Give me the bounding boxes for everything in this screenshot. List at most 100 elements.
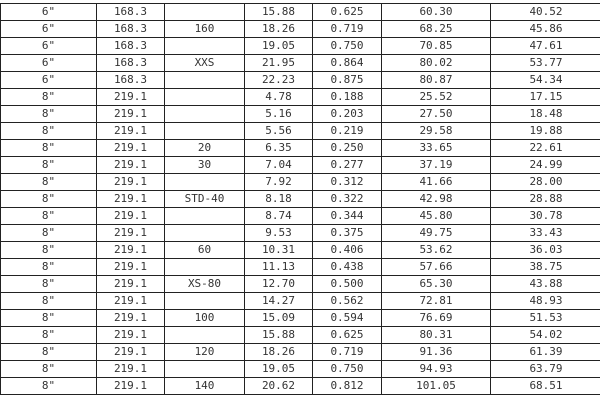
table-row: 6" 168.3 160 18.26 0.719 68.25 45.86 bbox=[0, 20, 600, 38]
table-row: 8" 219.1 8.74 0.344 45.80 30.78 bbox=[0, 207, 600, 225]
cell-schedule: 100 bbox=[164, 309, 245, 327]
cell-wall-thickness-mm: 22.23 bbox=[244, 71, 313, 89]
cell-wall-thickness-in: 0.344 bbox=[312, 207, 382, 225]
cell-weight-kg-per-m: 70.85 bbox=[381, 37, 491, 55]
cell-weight-kg-per-m: 41.66 bbox=[381, 173, 491, 191]
cell-wall-thickness-mm: 8.74 bbox=[244, 207, 313, 225]
cell-wall-thickness-in: 0.562 bbox=[312, 292, 382, 310]
cell-weight-lb-per-ft: 51.53 bbox=[490, 309, 600, 327]
cell-wall-thickness-in: 0.375 bbox=[312, 224, 382, 242]
cell-outside-diameter-mm: 168.3 bbox=[96, 3, 165, 21]
cell-schedule: 140 bbox=[164, 377, 245, 395]
cell-schedule: 120 bbox=[164, 343, 245, 361]
cell-nominal-size: 8" bbox=[0, 258, 97, 276]
cell-weight-kg-per-m: 72.81 bbox=[381, 292, 491, 310]
cell-nominal-size: 8" bbox=[0, 275, 97, 293]
cell-schedule: XS-80 bbox=[164, 275, 245, 293]
table-row: 8" 219.1 14.27 0.562 72.81 48.93 bbox=[0, 292, 600, 310]
cell-wall-thickness-mm: 19.05 bbox=[244, 37, 313, 55]
table-row: 8" 219.1 60 10.31 0.406 53.62 36.03 bbox=[0, 241, 600, 259]
table-row: 6" 168.3 19.05 0.750 70.85 47.61 bbox=[0, 37, 600, 55]
table-row: 8" 219.1 19.05 0.750 94.93 63.79 bbox=[0, 360, 600, 378]
cell-weight-lb-per-ft: 19.88 bbox=[490, 122, 600, 140]
cell-outside-diameter-mm: 168.3 bbox=[96, 37, 165, 55]
cell-outside-diameter-mm: 219.1 bbox=[96, 156, 165, 174]
cell-schedule bbox=[164, 3, 245, 21]
cell-weight-lb-per-ft: 28.00 bbox=[490, 173, 600, 191]
cell-outside-diameter-mm: 219.1 bbox=[96, 377, 165, 395]
table-row: 8" 219.1 120 18.26 0.719 91.36 61.39 bbox=[0, 343, 600, 361]
cell-wall-thickness-mm: 10.31 bbox=[244, 241, 313, 259]
cell-outside-diameter-mm: 219.1 bbox=[96, 139, 165, 157]
cell-weight-lb-per-ft: 17.15 bbox=[490, 88, 600, 106]
cell-wall-thickness-in: 0.203 bbox=[312, 105, 382, 123]
table-row: 8" 219.1 30 7.04 0.277 37.19 24.99 bbox=[0, 156, 600, 174]
table-row: 6" 168.3 22.23 0.875 80.87 54.34 bbox=[0, 71, 600, 89]
cell-schedule bbox=[164, 173, 245, 191]
cell-weight-kg-per-m: 68.25 bbox=[381, 20, 491, 38]
cell-wall-thickness-in: 0.406 bbox=[312, 241, 382, 259]
cell-weight-lb-per-ft: 68.51 bbox=[490, 377, 600, 395]
cell-weight-lb-per-ft: 63.79 bbox=[490, 360, 600, 378]
table-row: 8" 219.1 4.78 0.188 25.52 17.15 bbox=[0, 88, 600, 106]
cell-wall-thickness-mm: 20.62 bbox=[244, 377, 313, 395]
cell-outside-diameter-mm: 219.1 bbox=[96, 105, 165, 123]
cell-weight-lb-per-ft: 18.48 bbox=[490, 105, 600, 123]
cell-nominal-size: 8" bbox=[0, 360, 97, 378]
cell-weight-lb-per-ft: 61.39 bbox=[490, 343, 600, 361]
cell-wall-thickness-in: 0.812 bbox=[312, 377, 382, 395]
cell-nominal-size: 8" bbox=[0, 377, 97, 395]
cell-weight-kg-per-m: 49.75 bbox=[381, 224, 491, 242]
cell-wall-thickness-mm: 4.78 bbox=[244, 88, 313, 106]
cell-weight-lb-per-ft: 24.99 bbox=[490, 156, 600, 174]
cell-weight-kg-per-m: 91.36 bbox=[381, 343, 491, 361]
cell-wall-thickness-in: 0.322 bbox=[312, 190, 382, 208]
cell-outside-diameter-mm: 168.3 bbox=[96, 54, 165, 72]
cell-wall-thickness-mm: 6.35 bbox=[244, 139, 313, 157]
cell-wall-thickness-in: 0.277 bbox=[312, 156, 382, 174]
cell-weight-kg-per-m: 53.62 bbox=[381, 241, 491, 259]
cell-schedule bbox=[164, 292, 245, 310]
cell-weight-kg-per-m: 45.80 bbox=[381, 207, 491, 225]
cell-outside-diameter-mm: 219.1 bbox=[96, 88, 165, 106]
cell-outside-diameter-mm: 168.3 bbox=[96, 71, 165, 89]
cell-nominal-size: 6" bbox=[0, 71, 97, 89]
table-row: 6" 168.3 XXS 21.95 0.864 80.02 53.77 bbox=[0, 54, 600, 72]
cell-wall-thickness-in: 0.750 bbox=[312, 37, 382, 55]
cell-schedule bbox=[164, 105, 245, 123]
cell-outside-diameter-mm: 168.3 bbox=[96, 20, 165, 38]
cell-weight-lb-per-ft: 33.43 bbox=[490, 224, 600, 242]
cell-weight-kg-per-m: 27.50 bbox=[381, 105, 491, 123]
cell-weight-kg-per-m: 37.19 bbox=[381, 156, 491, 174]
cell-wall-thickness-mm: 18.26 bbox=[244, 20, 313, 38]
table-row: 8" 219.1 15.88 0.625 80.31 54.02 bbox=[0, 326, 600, 344]
cell-outside-diameter-mm: 219.1 bbox=[96, 275, 165, 293]
cell-schedule bbox=[164, 88, 245, 106]
cell-schedule bbox=[164, 122, 245, 140]
cell-wall-thickness-in: 0.750 bbox=[312, 360, 382, 378]
cell-weight-kg-per-m: 80.87 bbox=[381, 71, 491, 89]
cell-nominal-size: 6" bbox=[0, 20, 97, 38]
cell-schedule bbox=[164, 224, 245, 242]
table-row: 8" 219.1 140 20.62 0.812 101.05 68.51 bbox=[0, 377, 600, 395]
cell-wall-thickness-mm: 12.70 bbox=[244, 275, 313, 293]
cell-weight-lb-per-ft: 45.86 bbox=[490, 20, 600, 38]
cell-wall-thickness-in: 0.719 bbox=[312, 343, 382, 361]
cell-wall-thickness-in: 0.438 bbox=[312, 258, 382, 276]
cell-wall-thickness-mm: 5.16 bbox=[244, 105, 313, 123]
cell-nominal-size: 8" bbox=[0, 343, 97, 361]
cell-weight-lb-per-ft: 22.61 bbox=[490, 139, 600, 157]
cell-outside-diameter-mm: 219.1 bbox=[96, 207, 165, 225]
cell-weight-kg-per-m: 60.30 bbox=[381, 3, 491, 21]
table-row: 8" 219.1 9.53 0.375 49.75 33.43 bbox=[0, 224, 600, 242]
cell-wall-thickness-in: 0.875 bbox=[312, 71, 382, 89]
cell-outside-diameter-mm: 219.1 bbox=[96, 258, 165, 276]
cell-weight-kg-per-m: 101.05 bbox=[381, 377, 491, 395]
cell-schedule bbox=[164, 258, 245, 276]
pipe-schedule-table: 6" 168.3 15.88 0.625 60.30 40.52 6" 168.3 160 18.… bbox=[0, 3, 600, 395]
cell-nominal-size: 8" bbox=[0, 207, 97, 225]
cell-wall-thickness-mm: 21.95 bbox=[244, 54, 313, 72]
cell-weight-lb-per-ft: 43.88 bbox=[490, 275, 600, 293]
table-row: 8" 219.1 20 6.35 0.250 33.65 22.61 bbox=[0, 139, 600, 157]
table-row: 8" 219.1 STD-40 8.18 0.322 42.98 28.88 bbox=[0, 190, 600, 208]
